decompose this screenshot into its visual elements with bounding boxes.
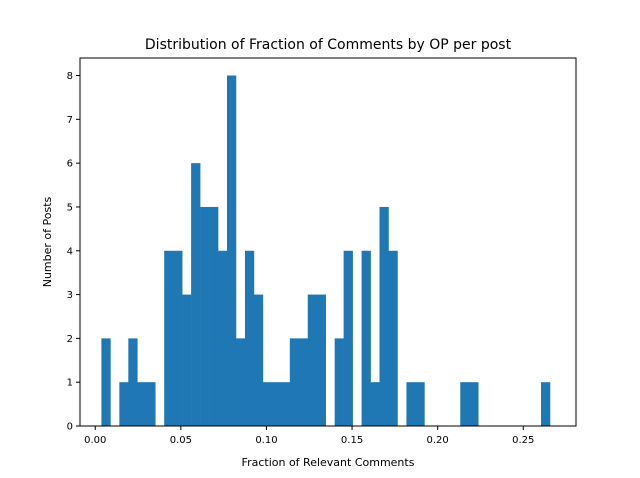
y-tick-label: 5 — [67, 202, 73, 213]
y-axis-label: Number of Posts — [41, 196, 54, 287]
y-axis-ticks: 0 1 2 3 4 5 6 7 8 — [67, 71, 80, 433]
x-tick-label: 0.00 — [84, 435, 106, 446]
histogram-bar — [227, 75, 237, 427]
histogram-bar — [182, 294, 192, 426]
x-tick-label: 0.25 — [512, 435, 534, 446]
y-tick-label: 0 — [67, 422, 73, 433]
histogram-bar — [379, 206, 389, 426]
histogram-bar — [388, 250, 398, 426]
histogram-bar — [469, 382, 479, 426]
x-axis-ticks: 0.00 0.05 0.10 0.15 0.20 0.25 — [84, 426, 534, 446]
x-tick-label: 0.15 — [341, 435, 363, 446]
plot-frame — [79, 57, 577, 427]
histogram-bar — [289, 338, 300, 426]
histogram-bar — [298, 338, 309, 426]
histogram-bar — [101, 338, 111, 426]
histogram-bar — [235, 338, 246, 426]
histogram-bar — [406, 382, 416, 426]
histogram-bar — [415, 382, 425, 426]
histogram-bar — [164, 250, 174, 426]
histogram-bar — [209, 206, 219, 426]
histogram-bar — [253, 294, 264, 426]
y-tick-label: 1 — [67, 378, 73, 389]
histogram-bar — [146, 382, 156, 426]
histogram-bar — [370, 382, 380, 426]
y-tick-label: 6 — [67, 159, 73, 170]
histogram-bar — [334, 338, 344, 426]
x-tick-label: 0.10 — [255, 435, 277, 446]
histogram-bar — [119, 382, 129, 426]
histogram-bar — [128, 338, 138, 426]
histogram-bar — [173, 250, 183, 426]
y-tick-label: 2 — [67, 334, 73, 345]
histogram-bar — [262, 382, 273, 426]
histogram-bar — [271, 382, 282, 426]
histogram-bars — [101, 75, 551, 427]
chart-title: Distribution of Fraction of Comments by … — [145, 37, 512, 53]
y-tick-label: 4 — [67, 246, 73, 257]
histogram-bar — [218, 250, 228, 426]
histogram-bar — [541, 382, 551, 426]
histogram-bar — [460, 382, 470, 426]
x-tick-label: 0.20 — [427, 435, 449, 446]
histogram-bar — [280, 382, 291, 426]
histogram-bar — [191, 163, 201, 426]
histogram-bar — [137, 382, 147, 426]
histogram-bar — [316, 294, 326, 426]
histogram-bar — [244, 250, 255, 426]
x-axis-label: Fraction of Relevant Comments — [242, 456, 415, 469]
histogram-bar — [343, 250, 353, 426]
histogram-bar — [200, 206, 210, 426]
x-tick-label: 0.05 — [170, 435, 192, 446]
y-tick-label: 3 — [67, 290, 73, 301]
y-tick-label: 7 — [67, 115, 73, 126]
y-tick-label: 8 — [67, 71, 73, 82]
histogram-bar — [361, 250, 371, 426]
histogram-bar — [307, 294, 318, 426]
